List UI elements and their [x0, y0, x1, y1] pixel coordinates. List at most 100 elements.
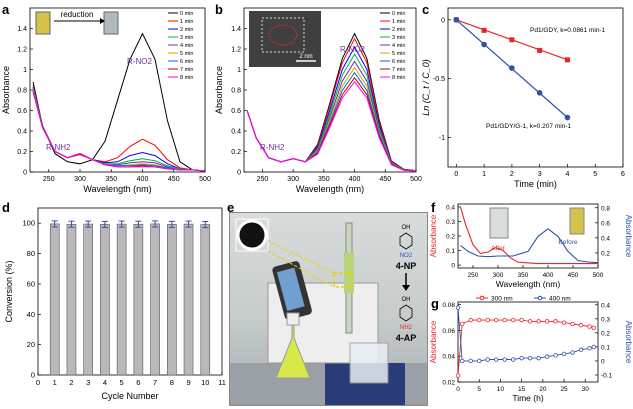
data-point [510, 317, 516, 323]
x-tick-label: 250 [468, 272, 479, 279]
y-tick-label: 0.2 [17, 149, 27, 156]
data-point [570, 321, 575, 327]
y-axis-label: Absorbance [1, 66, 11, 114]
panel-letter-b: b [215, 2, 223, 17]
data-point [481, 41, 487, 48]
legend-label: 7 min [392, 67, 405, 73]
ap-name-label: 4-AP [396, 333, 417, 343]
plot-frame [457, 301, 599, 383]
x-tick-label: 350 [518, 272, 529, 279]
panel-letter-g: g [431, 296, 439, 311]
after-vial [489, 207, 509, 239]
legend-label: 1 min [180, 19, 193, 25]
bar [49, 223, 60, 376]
y-tick-label: 0.4 [601, 235, 610, 242]
data-point [468, 358, 473, 364]
y-tick-label: 0.8 [17, 88, 27, 95]
y-tick-label: 0.2 [446, 234, 455, 241]
x-tick-label: 9 [186, 378, 190, 387]
y-tick-label: 0.1 [446, 248, 455, 255]
x-tick-label: 3 [86, 378, 90, 387]
y-axis-label: Absorbance [214, 66, 224, 114]
nh2-annotation: R-NH2 [260, 143, 285, 152]
x-tick-label: 0 [454, 171, 458, 178]
vial-before-inset [35, 11, 51, 35]
legend-label: 3 min [180, 35, 193, 41]
data-point [493, 317, 499, 323]
y-tick-label: 80 [27, 249, 35, 258]
y-tick-label: 0.08 [442, 302, 455, 309]
no2-annotation: R-NO2 [340, 45, 365, 54]
panel-letter-a: a [2, 2, 10, 17]
y-tick-label: 0.4 [17, 129, 27, 136]
chart-c-kinetics: 0 1 2 3 4 5 6 0 -0.5 -1 Time (min) Ln (C_t / C_0) Pd… [421, 7, 625, 189]
chart-f-spectra-dual: 250 300 350 400 450 500 0 0.1 0.2 0.3 0.4 0.2 0.4 0.6… [429, 203, 633, 289]
haadf-box [261, 17, 305, 53]
bar [183, 223, 194, 376]
legend-label: 6 min [180, 59, 193, 65]
y-tick-label: 0.2 [601, 250, 610, 257]
y-axis-label-left: Absorbance [429, 214, 438, 257]
data-point [493, 357, 499, 362]
legend-label: 5 min [392, 51, 405, 57]
y-tick-label: 0.02 [442, 380, 455, 387]
legend-label: 1 min [392, 19, 405, 25]
ap-oh-label: OH [402, 297, 411, 303]
x-tick-label: 5 [477, 386, 481, 393]
y-tick-label: 0.6 [17, 108, 27, 115]
x-tick-label: 500 [199, 176, 211, 183]
y-tick-label: 0.1 [601, 344, 610, 351]
y-tick-label: 60 [27, 279, 35, 288]
data-point [509, 37, 515, 43]
x-tick-label: 250 [257, 176, 269, 183]
x-tick-label: 450 [568, 272, 579, 279]
data-point [591, 344, 596, 350]
y-tick-label: 0.6 [601, 220, 610, 227]
x-tick-label: 4 [565, 171, 569, 178]
legend-marker [479, 295, 485, 301]
series-label-pd1-gdy: Pd1/GDY, k=0.0861 min-1 [530, 27, 606, 34]
np-no2-label: NO2 [400, 253, 413, 259]
chart-g-time-dual: 0 5 10 15 20 25 30 0.02 0.04 0.06 0.08 -0.1 0 0.1 0.2 0… [429, 295, 633, 404]
x-tick-label: 11 [218, 378, 226, 387]
y-tick-label: 20 [27, 340, 35, 349]
x-tick-label: 1 [53, 378, 57, 387]
data-point [460, 321, 465, 327]
legend-label: 2 min [180, 27, 193, 33]
reactor-photo-drawing: OH NO2 4-NP OH NH2 4-AP [230, 218, 427, 405]
data-point [455, 305, 461, 310]
data-point [519, 317, 524, 323]
x-tick-label: 400 [349, 176, 361, 183]
x-tick-label: 300 [287, 176, 299, 183]
legend-label: 300 nm [491, 296, 513, 303]
data-point [544, 319, 550, 324]
legend-label: 6 min [392, 59, 405, 65]
data-point [527, 355, 533, 361]
chart-b-uv-spectra: 250 300 350 400 450 500 0 0.2 0.4 0.6 0.8 1 1.2 1.4 Wa… [214, 7, 422, 194]
x-axis-label: Cycle Number [101, 391, 158, 401]
vial-after-inset [103, 11, 119, 35]
data-point [553, 319, 558, 324]
reactor-photo: OH NO2 4-NP OH NH2 4-AP [229, 212, 428, 406]
x-tick-label: 10 [201, 378, 209, 387]
bar [200, 224, 211, 376]
nh2-annotation: R-NH2 [46, 143, 71, 152]
y-tick-label: 100 [22, 219, 35, 228]
y-axis-label: Ln (C_t / C_0) [421, 59, 431, 116]
legend-label: 2 min [392, 27, 405, 33]
x-tick-label: 6 [136, 378, 140, 387]
data-point [468, 317, 473, 323]
x-tick-label: 3 [538, 171, 542, 178]
series-label-pd1-gdy-g1: Pd1/GDY/G-1, k=0.207 min-1 [486, 123, 571, 130]
y-tick-label: 0.6 [231, 108, 241, 115]
y-tick-label: 0.4 [231, 129, 241, 136]
legend-label: 0 min [180, 11, 193, 17]
y-tick-label: 0.2 [601, 330, 610, 337]
data-point [477, 317, 482, 323]
chart-a-uv-spectra: 250 300 350 400 450 500 0 0.2 0.4 0.6 0.8 1 1.2 1.4 Wa… [1, 7, 211, 194]
plot-frame [447, 7, 624, 168]
x-tick-label: 20 [539, 386, 547, 393]
x-tick-label: 15 [518, 386, 526, 393]
x-tick-label: 250 [43, 176, 55, 183]
series-line [457, 319, 594, 376]
